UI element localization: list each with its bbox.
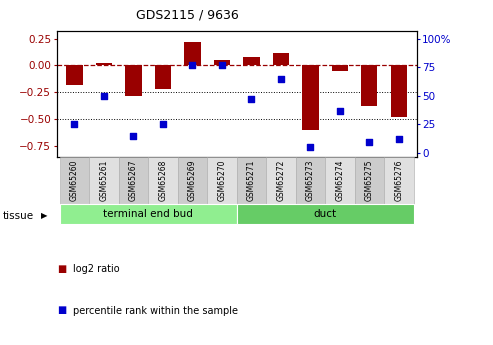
- Bar: [325, 157, 354, 204]
- Bar: [296, 157, 325, 204]
- Text: GSM65276: GSM65276: [394, 159, 403, 201]
- Text: GSM65260: GSM65260: [70, 159, 79, 201]
- Text: percentile rank within the sample: percentile rank within the sample: [73, 306, 238, 315]
- Text: GSM65261: GSM65261: [100, 159, 108, 201]
- Bar: [66, 66, 82, 85]
- Point: [188, 62, 196, 68]
- Point: [307, 145, 315, 150]
- Bar: [354, 157, 384, 204]
- Point: [218, 62, 226, 68]
- Point: [159, 122, 167, 127]
- Bar: [125, 66, 141, 96]
- Point: [70, 122, 78, 127]
- Text: GSM65269: GSM65269: [188, 159, 197, 201]
- Text: GSM65274: GSM65274: [335, 159, 345, 201]
- Text: GSM65267: GSM65267: [129, 159, 138, 201]
- Bar: [237, 204, 414, 224]
- Text: terminal end bud: terminal end bud: [103, 209, 193, 219]
- Text: GSM65270: GSM65270: [217, 159, 226, 201]
- Text: log2 ratio: log2 ratio: [73, 264, 120, 274]
- Text: GSM65272: GSM65272: [277, 159, 285, 201]
- Bar: [361, 66, 378, 106]
- Point: [336, 108, 344, 114]
- Bar: [302, 66, 318, 130]
- Bar: [60, 204, 237, 224]
- Text: GSM65268: GSM65268: [158, 159, 168, 201]
- Bar: [273, 52, 289, 66]
- Bar: [89, 157, 119, 204]
- Point: [277, 76, 285, 82]
- Bar: [237, 157, 266, 204]
- Text: duct: duct: [314, 209, 337, 219]
- Bar: [184, 42, 201, 66]
- Bar: [207, 157, 237, 204]
- Bar: [119, 157, 148, 204]
- Point: [395, 137, 403, 142]
- Text: GSM65275: GSM65275: [365, 159, 374, 201]
- Text: ▶: ▶: [41, 211, 47, 220]
- Bar: [266, 157, 296, 204]
- Bar: [214, 60, 230, 66]
- Text: ■: ■: [57, 306, 66, 315]
- Text: tissue: tissue: [2, 211, 34, 220]
- Point: [247, 97, 255, 102]
- Bar: [96, 63, 112, 66]
- Text: GSM65273: GSM65273: [306, 159, 315, 201]
- Point: [365, 139, 373, 144]
- Point: [130, 133, 138, 139]
- Bar: [391, 66, 407, 117]
- Point: [100, 93, 108, 99]
- Bar: [384, 157, 414, 204]
- Text: GDS2115 / 9636: GDS2115 / 9636: [136, 9, 239, 22]
- Bar: [148, 157, 177, 204]
- Text: GSM65271: GSM65271: [247, 159, 256, 201]
- Bar: [155, 66, 171, 89]
- Bar: [332, 66, 348, 71]
- Bar: [60, 157, 89, 204]
- Bar: [243, 57, 259, 66]
- Bar: [177, 157, 207, 204]
- Text: ■: ■: [57, 264, 66, 274]
